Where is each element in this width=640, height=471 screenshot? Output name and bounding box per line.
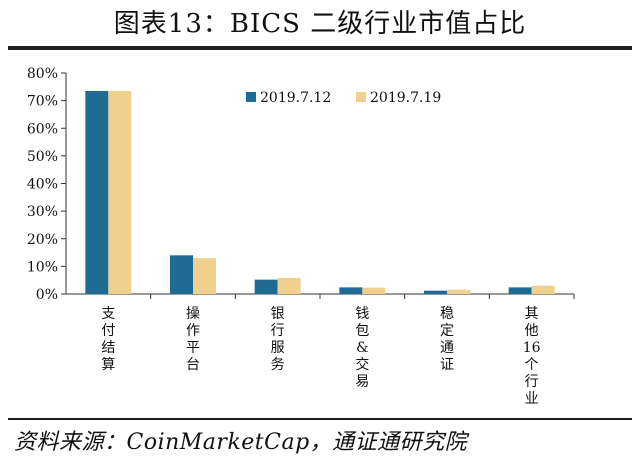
bar bbox=[362, 287, 386, 294]
bar bbox=[254, 279, 278, 294]
x-tick-label: 支付结算 bbox=[101, 306, 115, 373]
y-tick-label: 10% bbox=[27, 259, 58, 275]
y-tick-label: 70% bbox=[27, 94, 58, 110]
y-tick-label: 50% bbox=[27, 149, 58, 165]
y-tick-label: 60% bbox=[27, 121, 58, 137]
bar bbox=[85, 90, 109, 294]
legend-label: 2019.7.19 bbox=[370, 90, 441, 106]
y-tick-label: 40% bbox=[27, 177, 58, 193]
x-tick-label: 操作平台 bbox=[186, 306, 200, 373]
legend-label: 2019.7.12 bbox=[260, 90, 331, 106]
x-tick-label: 稳定通证 bbox=[440, 306, 454, 373]
footer-rule bbox=[8, 418, 632, 420]
y-tick-label: 80% bbox=[27, 66, 58, 82]
y-tick-label: 20% bbox=[27, 232, 58, 248]
bar bbox=[277, 277, 301, 294]
x-tick-label: 钱包&交易 bbox=[355, 306, 369, 390]
x-tick-label: 银行服务 bbox=[271, 306, 285, 373]
bar bbox=[508, 287, 532, 294]
bar-chart: 0% 10% 20% 30% 40% 50% 60% 70% 80% 支付结算 操作平台 银行服务 钱包… bbox=[27, 66, 575, 407]
legend-swatch bbox=[356, 92, 366, 102]
bar bbox=[424, 290, 447, 294]
bar bbox=[531, 285, 555, 294]
chart-title: 图表13：BICS 二级行业市值占比 bbox=[113, 9, 527, 39]
bar bbox=[170, 255, 193, 294]
bar bbox=[447, 289, 470, 294]
bar bbox=[108, 90, 132, 294]
source-note: 资料来源：CoinMarketCap，通证通研究院 bbox=[14, 430, 468, 455]
y-tick-label: 0% bbox=[36, 287, 58, 303]
title-rule bbox=[8, 46, 632, 50]
y-tick-label: 30% bbox=[27, 204, 58, 220]
bar bbox=[339, 287, 363, 294]
bar bbox=[193, 258, 216, 294]
x-tick-label: 其他 16 个行业 bbox=[523, 306, 541, 407]
legend-swatch bbox=[246, 92, 256, 102]
